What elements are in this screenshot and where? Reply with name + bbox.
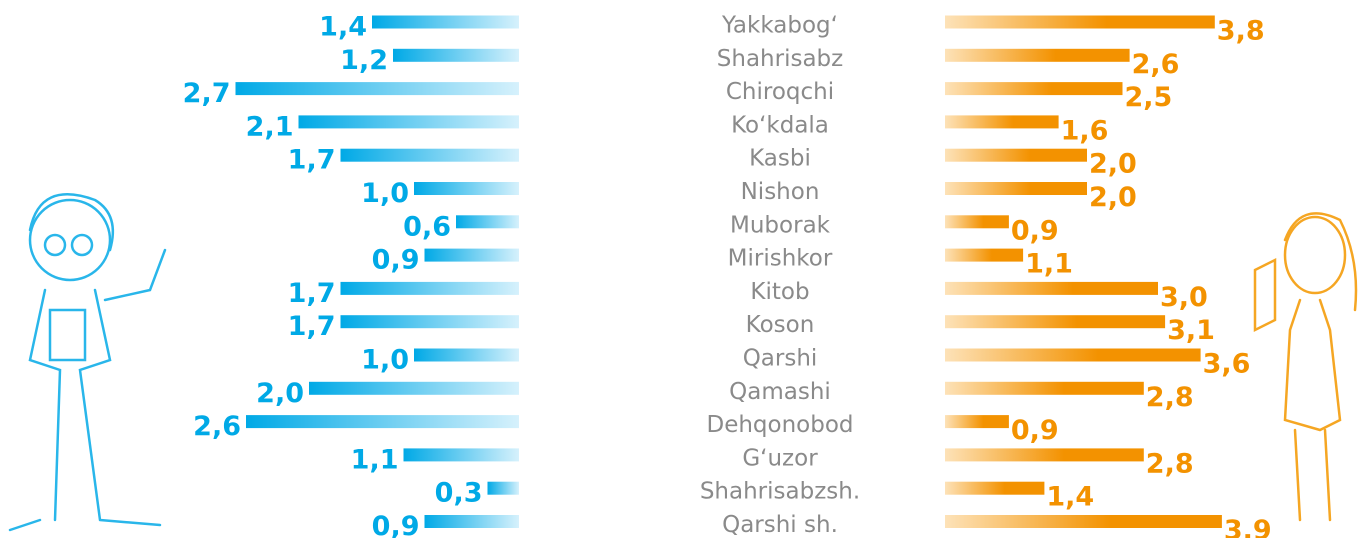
bar	[945, 148, 1087, 162]
bar	[456, 215, 519, 229]
bar	[424, 515, 519, 528]
bar	[309, 381, 519, 395]
value-label: 2,5	[1125, 82, 1173, 113]
bar	[945, 481, 1045, 495]
category-label: Yakkabog‘	[721, 13, 838, 39]
bar	[393, 48, 519, 62]
bar	[298, 115, 519, 129]
value-label: 2,0	[256, 378, 304, 409]
category-label: Shahrisabz	[717, 46, 843, 72]
bar	[424, 248, 519, 262]
bar	[945, 215, 1009, 229]
value-label: 3,1	[1167, 315, 1215, 346]
category-label: Qarshi sh.	[722, 512, 838, 538]
bar	[945, 348, 1201, 362]
value-label: 2,1	[246, 111, 294, 142]
category-label: Ko‘kdala	[731, 112, 829, 138]
value-label: 1,7	[288, 145, 336, 176]
bar	[945, 182, 1087, 195]
value-label: 0,9	[1011, 215, 1059, 246]
value-label: 3,8	[1217, 16, 1265, 47]
value-label: 2,8	[1146, 448, 1194, 479]
category-label: Nishon	[741, 179, 820, 205]
girl-illustration	[1253, 212, 1358, 522]
bar	[945, 281, 1158, 295]
value-label: 0,9	[372, 245, 420, 276]
category-label: Chiroqchi	[726, 79, 834, 105]
bar	[340, 315, 519, 329]
category-label: Shahrisabzsh.	[700, 479, 860, 505]
value-label: 3,0	[1160, 282, 1208, 313]
value-label: 1,1	[351, 444, 399, 475]
value-label: 1,0	[361, 178, 409, 209]
bar	[945, 15, 1215, 29]
category-label: Kasbi	[749, 146, 811, 172]
boy-illustration	[8, 193, 167, 532]
bar	[945, 315, 1166, 329]
bar	[945, 515, 1222, 528]
bar	[945, 381, 1144, 395]
bar	[414, 182, 519, 195]
value-label: 3,9	[1224, 515, 1272, 538]
value-label: 1,7	[288, 311, 336, 342]
value-label: 1,0	[361, 345, 409, 376]
value-label: 1,6	[1061, 115, 1109, 146]
value-label: 2,6	[193, 411, 241, 442]
category-label: Qarshi	[743, 346, 818, 372]
value-label: 2,8	[1146, 382, 1194, 413]
value-label: 1,4	[319, 12, 367, 43]
category-label: Dehqonobod	[706, 412, 853, 438]
bar	[945, 48, 1130, 62]
value-label: 1,4	[1046, 482, 1094, 513]
bar	[945, 248, 1024, 262]
value-label: 0,9	[372, 511, 420, 538]
value-label: 2,0	[1089, 182, 1137, 213]
bar	[945, 115, 1059, 129]
category-label: G‘uzor	[742, 445, 818, 471]
value-label: 2,7	[183, 78, 231, 109]
category-label: Koson	[746, 312, 815, 338]
bar	[487, 481, 519, 495]
bar	[945, 415, 1009, 429]
value-label: 0,3	[435, 478, 483, 509]
bar	[340, 148, 519, 162]
category-label: Mirishkor	[728, 246, 833, 272]
value-label: 0,9	[1011, 415, 1059, 446]
category-label: Muborak	[730, 212, 831, 238]
value-label: 1,2	[340, 45, 388, 76]
value-label: 1,1	[1025, 249, 1073, 280]
category-label: Qamashi	[729, 379, 831, 405]
value-label: 2,0	[1089, 149, 1137, 180]
bar	[945, 82, 1123, 96]
value-label: 1,7	[288, 278, 336, 309]
bar	[340, 281, 519, 295]
value-label: 2,6	[1132, 49, 1180, 80]
value-label: 0,6	[403, 211, 451, 242]
bar	[414, 348, 519, 362]
value-label: 3,6	[1203, 349, 1251, 380]
bar	[945, 448, 1144, 462]
bar	[235, 82, 519, 96]
bar	[246, 415, 519, 429]
bar	[403, 448, 519, 462]
bar	[372, 15, 519, 29]
category-label: Kitob	[750, 279, 809, 305]
